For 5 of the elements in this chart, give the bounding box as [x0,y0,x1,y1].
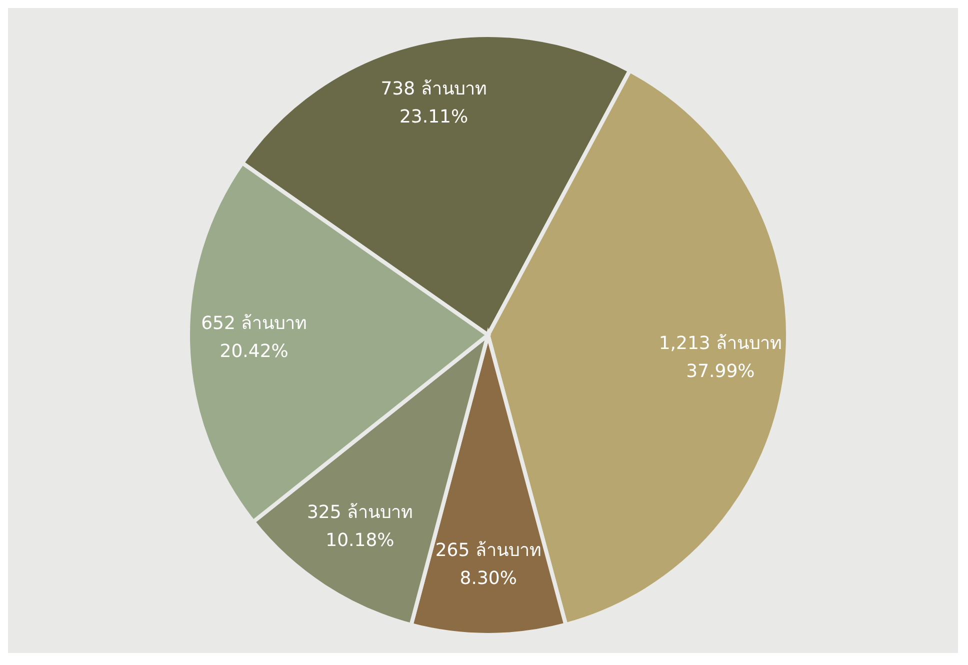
data-label: 738 ล้านบาท 23.11% [380,78,487,128]
data-label: 1,213 ล้านบาท 37.99% [658,332,782,382]
data-label: 265 ล้านบาท 8.30% [435,540,542,589]
data-label: 325 ล้านบาท 10.18% [306,502,414,551]
data-label: 652 ล้านบาท 20.42% [201,313,308,362]
